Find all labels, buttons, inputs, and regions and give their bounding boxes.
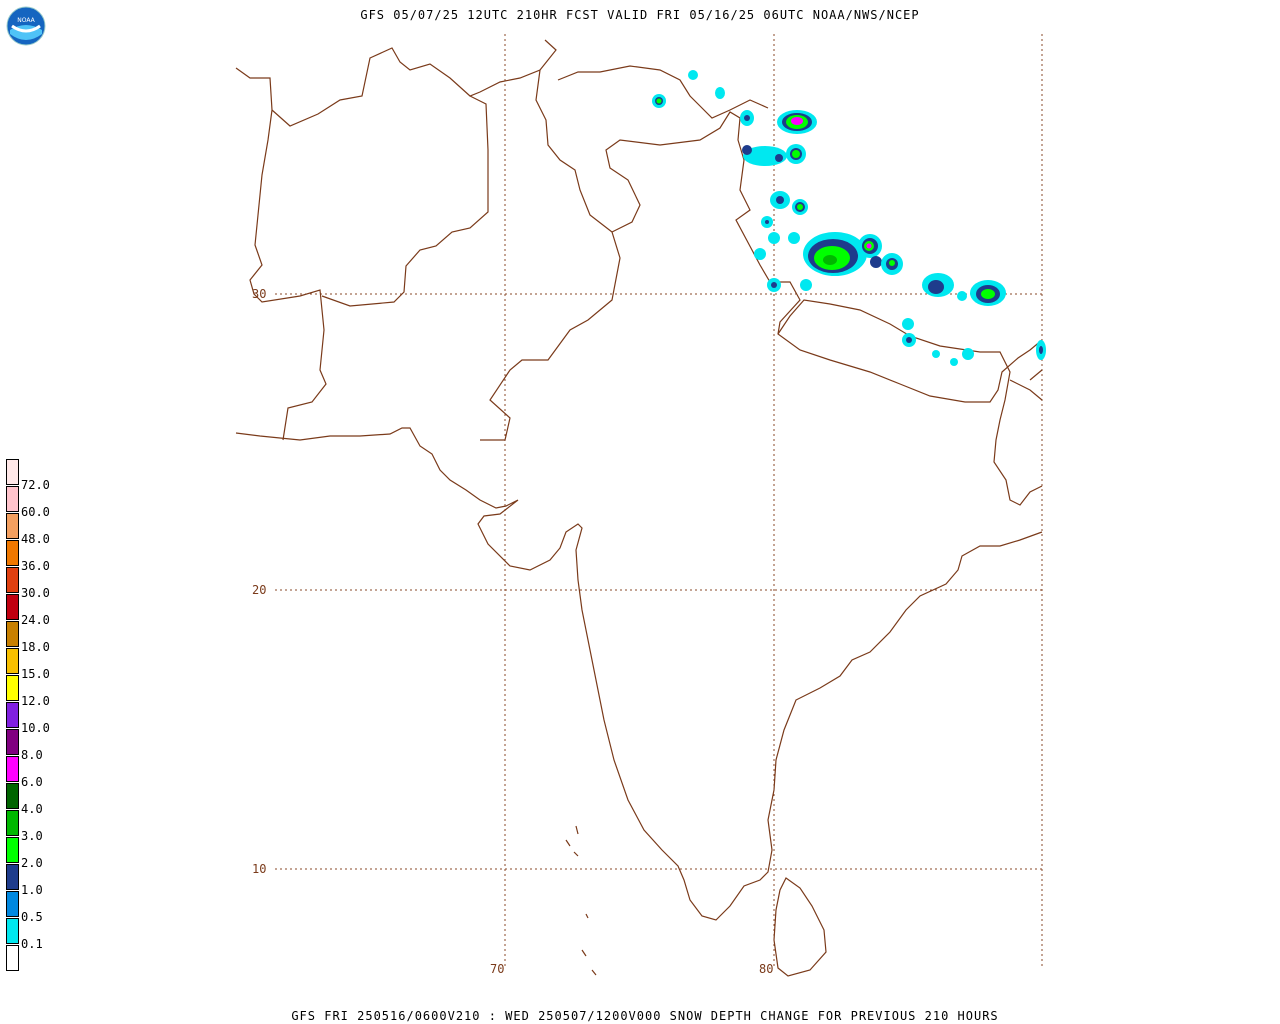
lat-label-20: 20 bbox=[252, 583, 267, 597]
lon-label-70: 70 bbox=[490, 962, 505, 976]
legend-label: 72.0 bbox=[21, 478, 50, 492]
legend-label: 4.0 bbox=[21, 802, 43, 816]
map-title: GFS 05/07/25 12UTC 210HR FCST VALID FRI … bbox=[360, 8, 920, 22]
snow-depth-field bbox=[652, 70, 1046, 366]
legend-swatch bbox=[6, 702, 19, 728]
lon-label-80: 80 bbox=[759, 962, 774, 976]
legend-label: 36.0 bbox=[21, 559, 50, 573]
legend-label: 48.0 bbox=[21, 532, 50, 546]
legend-swatch bbox=[6, 729, 19, 755]
legend-label: 2.0 bbox=[21, 856, 43, 870]
legend-swatch bbox=[6, 594, 19, 620]
legend-label: 30.0 bbox=[21, 586, 50, 600]
lat-lon-grid bbox=[275, 34, 1043, 966]
legend-swatch bbox=[6, 864, 19, 890]
legend-label: 0.1 bbox=[21, 937, 43, 951]
map-canvas[interactable] bbox=[0, 0, 1280, 1000]
coastline bbox=[235, 39, 1043, 977]
logo-text: NOAA bbox=[17, 17, 35, 24]
legend-swatch-top bbox=[6, 459, 19, 485]
legend-swatch bbox=[6, 567, 19, 593]
legend-swatch bbox=[6, 648, 19, 674]
legend-label: 10.0 bbox=[21, 721, 50, 735]
legend-swatch bbox=[6, 837, 19, 863]
lat-label-10: 10 bbox=[252, 862, 267, 876]
legend-label: 0.5 bbox=[21, 910, 43, 924]
legend-label: 6.0 bbox=[21, 775, 43, 789]
legend-swatch bbox=[6, 513, 19, 539]
noaa-logo-icon: NOAA bbox=[6, 6, 46, 46]
legend-swatch bbox=[6, 486, 19, 512]
legend-label: 8.0 bbox=[21, 748, 43, 762]
legend-swatch bbox=[6, 621, 19, 647]
legend-label: 12.0 bbox=[21, 694, 50, 708]
legend-swatch bbox=[6, 756, 19, 782]
legend-swatch bbox=[6, 918, 19, 944]
legend-label: 15.0 bbox=[21, 667, 50, 681]
lat-label-30: 30 bbox=[252, 287, 267, 301]
legend-label: 1.0 bbox=[21, 883, 43, 897]
legend-swatch bbox=[6, 945, 19, 971]
legend-label: 3.0 bbox=[21, 829, 43, 843]
map-footer: GFS FRI 250516/0600V210 : WED 250507/120… bbox=[291, 1009, 999, 1023]
legend-label: 18.0 bbox=[21, 640, 50, 654]
legend-swatch bbox=[6, 783, 19, 809]
legend-swatch bbox=[6, 810, 19, 836]
legend-swatch bbox=[6, 675, 19, 701]
legend-label: 60.0 bbox=[21, 505, 50, 519]
legend-label: 24.0 bbox=[21, 613, 50, 627]
legend-swatch bbox=[6, 540, 19, 566]
legend-swatch bbox=[6, 891, 19, 917]
